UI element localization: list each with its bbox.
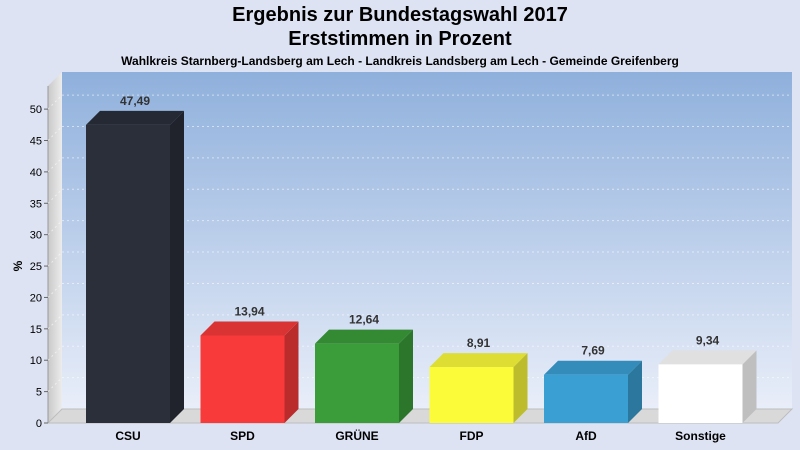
y-tick-label: 20 bbox=[30, 292, 42, 304]
category-label: CSU bbox=[115, 429, 140, 443]
bar-front bbox=[544, 374, 628, 423]
category-label: AfD bbox=[575, 429, 597, 443]
y-tick-label: 15 bbox=[30, 324, 42, 336]
bar-top bbox=[544, 360, 642, 375]
y-axis-ticks: 0 5 10 15 20 25 30 35 40 45 50 bbox=[30, 104, 48, 430]
bar-front bbox=[658, 364, 743, 423]
grid-line-side bbox=[47, 94, 63, 110]
grid-line-side bbox=[47, 188, 63, 204]
category-label: SPD bbox=[230, 429, 255, 443]
y-tick-label: 5 bbox=[36, 387, 42, 399]
bar-top bbox=[658, 350, 757, 365]
grid-line-side bbox=[47, 377, 63, 392]
value-label: 7,69 bbox=[581, 344, 605, 358]
value-label: 13,94 bbox=[234, 304, 264, 318]
bars bbox=[86, 110, 757, 423]
grid-line-side bbox=[47, 126, 63, 141]
bar-csu bbox=[86, 110, 184, 423]
category-label: GRÜNE bbox=[335, 428, 378, 443]
y-tick-label: 25 bbox=[30, 261, 42, 273]
bar-front bbox=[86, 124, 170, 423]
value-label: 9,34 bbox=[696, 333, 720, 347]
bar-sonstige bbox=[658, 350, 757, 423]
y-axis-label: % bbox=[11, 260, 25, 271]
bar-afd bbox=[544, 360, 642, 423]
y-tick-label: 30 bbox=[30, 230, 42, 242]
grid-line-side bbox=[47, 283, 63, 298]
y-tick-label: 50 bbox=[30, 104, 42, 116]
bar-side bbox=[628, 360, 642, 423]
y-tick-label: 35 bbox=[30, 198, 42, 210]
bar-front bbox=[315, 343, 399, 423]
y-tick-label: 40 bbox=[30, 167, 42, 179]
bar-fdp bbox=[429, 353, 528, 423]
y-tick-label: 0 bbox=[36, 418, 42, 430]
bar-side bbox=[284, 321, 299, 423]
category-label: FDP bbox=[460, 429, 484, 443]
bar-front bbox=[200, 335, 285, 423]
bar-top bbox=[86, 110, 184, 125]
bar-top bbox=[200, 321, 299, 336]
plot-left-wall bbox=[48, 72, 62, 423]
bar-spd bbox=[200, 321, 299, 423]
category-labels: CSU SPD GRÜNE FDP AfD Sonstige bbox=[115, 428, 726, 443]
value-label: 47,49 bbox=[120, 94, 150, 108]
value-label: 12,64 bbox=[349, 313, 379, 327]
y-tick-label: 45 bbox=[30, 136, 42, 148]
grid-line-side bbox=[47, 345, 63, 361]
chart-title: Ergebnis zur Bundestagswahl 2017 bbox=[232, 4, 568, 26]
category-label: Sonstige bbox=[675, 429, 726, 443]
bar-top bbox=[315, 329, 413, 344]
bar-top bbox=[429, 353, 528, 368]
grid-line-side bbox=[47, 251, 63, 267]
bar-front bbox=[429, 367, 514, 423]
grid-line-side bbox=[47, 220, 63, 236]
grid-line-side bbox=[47, 157, 63, 173]
value-labels: 47,49 13,94 12,64 8,91 7,69 9,34 bbox=[120, 94, 720, 358]
chart-subtitle: Erststimmen in Prozent bbox=[288, 28, 512, 50]
bar-side bbox=[513, 353, 528, 423]
grid-line-side bbox=[47, 314, 63, 330]
bar-side bbox=[170, 110, 184, 423]
bar-side bbox=[399, 329, 413, 423]
y-tick-label: 10 bbox=[30, 355, 42, 367]
bar-grüne bbox=[315, 329, 413, 423]
chart-region-subtitle: Wahlkreis Starnberg-Landsberg am Lech - … bbox=[121, 54, 679, 68]
bar-side bbox=[742, 350, 757, 423]
value-label: 8,91 bbox=[467, 336, 491, 350]
